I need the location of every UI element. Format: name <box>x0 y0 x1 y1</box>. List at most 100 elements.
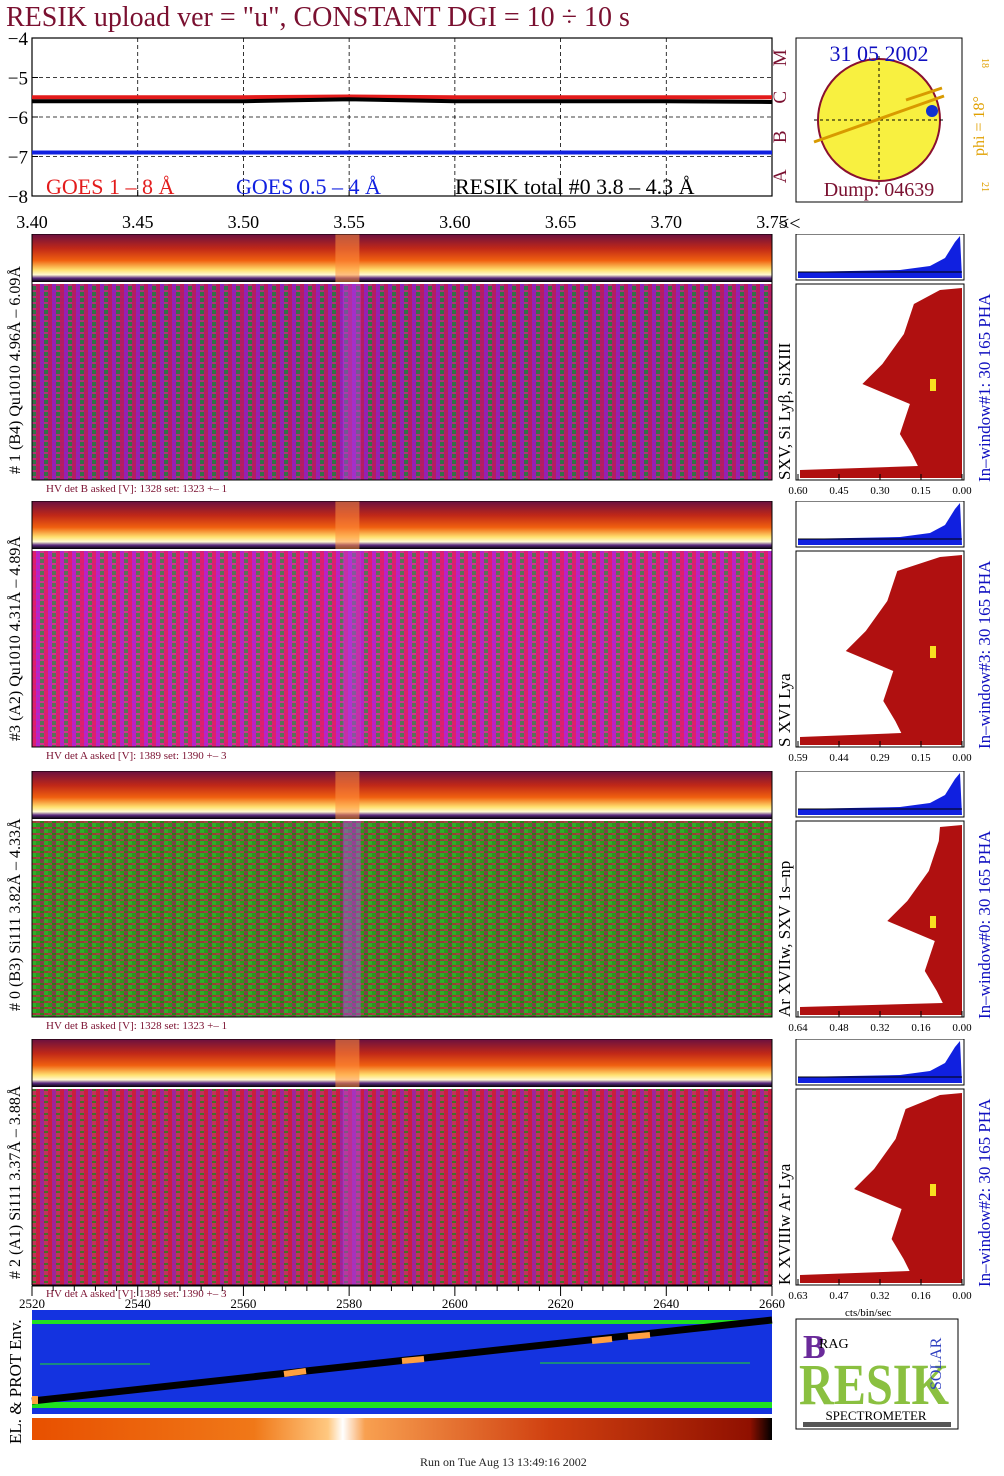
channel-left-label: # 0 (B3) Si111 3.82Å – 4.33Å <box>6 818 24 1011</box>
pha-tick-label: 0.48 <box>829 1022 849 1031</box>
channel-frame <box>31 234 773 481</box>
bottom-tick-label: 2540 <box>125 1296 151 1311</box>
pha-main-hist <box>800 1093 962 1283</box>
x-tick-label: 3.70 <box>651 212 683 232</box>
channel-panel-0: HV det B asked [V]: 1328 set: 1323 +– 1 #… <box>6 234 994 494</box>
channel-frame <box>31 771 773 1018</box>
spectrum-cube <box>32 821 772 1017</box>
env-top-band <box>32 1320 772 1324</box>
env-start-mark <box>32 1396 38 1404</box>
pha-tick-label: 0.45 <box>829 485 849 494</box>
class-letter: B <box>770 130 791 143</box>
spectrum-cube-tint <box>32 1089 772 1285</box>
channel-lines-label: K XVIIIw Ar Lya <box>775 1163 794 1285</box>
y-tick-label: −6 <box>8 108 28 129</box>
bottom-tick-label: 2580 <box>336 1296 362 1311</box>
logo-solar: SOLAR <box>928 1337 945 1390</box>
pha-small-hist <box>798 503 962 545</box>
hv-caption: HV det B asked [V]: 1328 set: 1323 +– 1 <box>46 483 227 494</box>
spectrum-cube <box>32 284 772 480</box>
x-tick-label: 3.60 <box>439 212 471 232</box>
y-tick-label: −4 <box>8 29 29 50</box>
lightcurve-y-ticks: −4 −5 −6 −7 −8 <box>8 29 38 208</box>
env-color-bar <box>32 1418 772 1440</box>
lightcurve-x-ticks: 3.40 3.45 3.50 3.55 3.60 3.65 3.70 3.75 <box>16 190 788 232</box>
legend-resik: RESIK total #0 3.8 – 4.3 Å <box>455 174 695 199</box>
pha-main-hist <box>800 825 962 1015</box>
pha-main-hist <box>800 288 962 478</box>
sun-scale-top: 18 <box>979 58 990 68</box>
spectrum-stripe <box>32 771 772 819</box>
lightcurve-frame <box>31 37 773 197</box>
run-footer: Run on Tue Aug 13 13:49:16 2002 <box>420 1455 587 1469</box>
env-segment-2 <box>401 1356 425 1364</box>
bottom-tick-label: 2620 <box>548 1296 574 1311</box>
pha-tick-label: 0.63 <box>788 1290 808 1299</box>
logo-rag: RAG <box>819 1337 849 1352</box>
sun-panel: 31 05 2002 Dump: 04639 phi = 18° 18 21 <box>795 37 990 203</box>
sun-marker-line <box>905 86 943 102</box>
flare-band <box>335 771 360 819</box>
spectrum-stripe <box>32 234 772 282</box>
x-tick-label: 3.75 <box>756 212 788 232</box>
sun-pointer-dot <box>926 105 938 117</box>
logo-spectrometer: SPECTROMETER <box>825 1408 926 1423</box>
x-tick-label: 3.65 <box>545 212 577 232</box>
env-segment-3 <box>591 1336 613 1344</box>
pha-tick-label: 0.29 <box>870 752 890 761</box>
sun-scale-bottom: 21 <box>979 182 990 192</box>
lightcurve-grid <box>32 38 772 196</box>
pha-tick-label: 0.60 <box>788 485 808 494</box>
lightcurve-series <box>32 94 773 155</box>
bottom-tick-label: 2640 <box>653 1296 679 1311</box>
pha-main-hist <box>800 555 962 745</box>
pha-tick-label: 0.32 <box>870 1290 889 1299</box>
channel-lines-label: Ar XVIIw, SXV 1s–np <box>775 861 794 1017</box>
pha-label: In–window#3: 30 165 PHA <box>975 560 994 749</box>
pha-tick-label: 0.44 <box>829 752 849 761</box>
sun-axis-line <box>813 94 945 144</box>
env-segment-1 <box>283 1368 307 1377</box>
pha-small-hist <box>798 236 962 278</box>
bottom-tick-label: 2560 <box>230 1296 256 1311</box>
y-tick-label: −8 <box>8 187 28 208</box>
y-tick-label: −5 <box>8 69 28 90</box>
pha-tick-label: 0.00 <box>952 1022 972 1031</box>
x-tick-label: 3.40 <box>16 212 48 232</box>
class-letter: C <box>770 91 791 104</box>
x-unit-label: << hour UT <box>778 213 800 235</box>
x-tick-label: 3.45 <box>122 212 154 232</box>
spectrum-stripe <box>32 1039 772 1087</box>
class-letter: M <box>770 49 791 66</box>
bottom-tick-label: 2660 <box>759 1296 785 1311</box>
sun-phi: phi = 18° <box>971 96 988 156</box>
logo-fineprint <box>803 1422 951 1427</box>
spectrum-cube-tint <box>32 821 772 1017</box>
channel-frame <box>31 1039 773 1286</box>
spectrum-cube <box>32 551 772 747</box>
channel-panel-2: HV det B asked [V]: 1328 set: 1323 +– 1 #… <box>6 771 994 1031</box>
sun-dump: Dump: 04639 <box>824 179 935 201</box>
channel-panel-1: HV det A asked [V]: 1389 set: 1390 +– 3 #… <box>6 501 994 761</box>
legend-goes-short: GOES 0.5 – 4 Å <box>236 174 381 199</box>
pha-window-mark <box>930 646 936 658</box>
bottom-tick-label: 2520 <box>19 1296 45 1311</box>
pha-label: In–window#2: 30 165 PHA <box>975 1098 994 1287</box>
env-bottom-band <box>32 1402 772 1408</box>
pha-label: In–window#0: 30 165 PHA <box>975 830 994 1019</box>
pha-window-mark <box>930 1184 936 1196</box>
pha-tick-label: 0.16 <box>911 1022 931 1031</box>
pha-tick-label: 0.00 <box>952 752 972 761</box>
pha-label: In–window#1: 30 165 PHA <box>975 293 994 482</box>
pha-tick-label: 0.00 <box>952 1290 972 1299</box>
channel-left-label: # 2 (A1) Si111 3.37Å – 3.88Å <box>6 1085 24 1279</box>
pha-tick-label: 0.59 <box>788 752 808 761</box>
pha-tick-label: 0.15 <box>911 752 931 761</box>
hv-caption: HV det B asked [V]: 1328 set: 1323 +– 1 <box>46 1020 227 1031</box>
pha-small-hist <box>798 773 962 815</box>
cube-flare-band <box>342 821 361 1017</box>
flare-band <box>335 234 360 282</box>
lightcurve-chart: −4−5−6−7−8 3.40 3.45 3.50 3.55 3.60 3.65 3.70 3… <box>8 29 800 235</box>
bottom-tick-label: 2600 <box>442 1296 468 1311</box>
pha-tick-label: 0.16 <box>911 1290 931 1299</box>
